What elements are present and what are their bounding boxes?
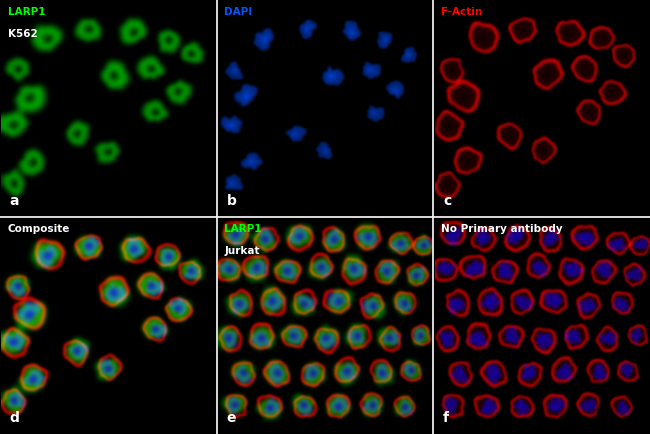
Text: d: d <box>10 411 20 424</box>
Text: LARP1: LARP1 <box>224 224 262 234</box>
Text: e: e <box>227 411 236 424</box>
Text: Jurkat: Jurkat <box>224 246 260 256</box>
Text: K562: K562 <box>8 29 38 39</box>
Text: a: a <box>10 194 20 207</box>
Text: LARP1: LARP1 <box>8 7 46 17</box>
Text: F-Actin: F-Actin <box>441 7 482 17</box>
Text: DAPI: DAPI <box>224 7 252 17</box>
Text: b: b <box>227 194 237 207</box>
Text: f: f <box>443 411 449 424</box>
Text: No Primary antibody: No Primary antibody <box>441 224 563 234</box>
Text: c: c <box>443 194 452 207</box>
Text: Composite: Composite <box>8 224 70 234</box>
